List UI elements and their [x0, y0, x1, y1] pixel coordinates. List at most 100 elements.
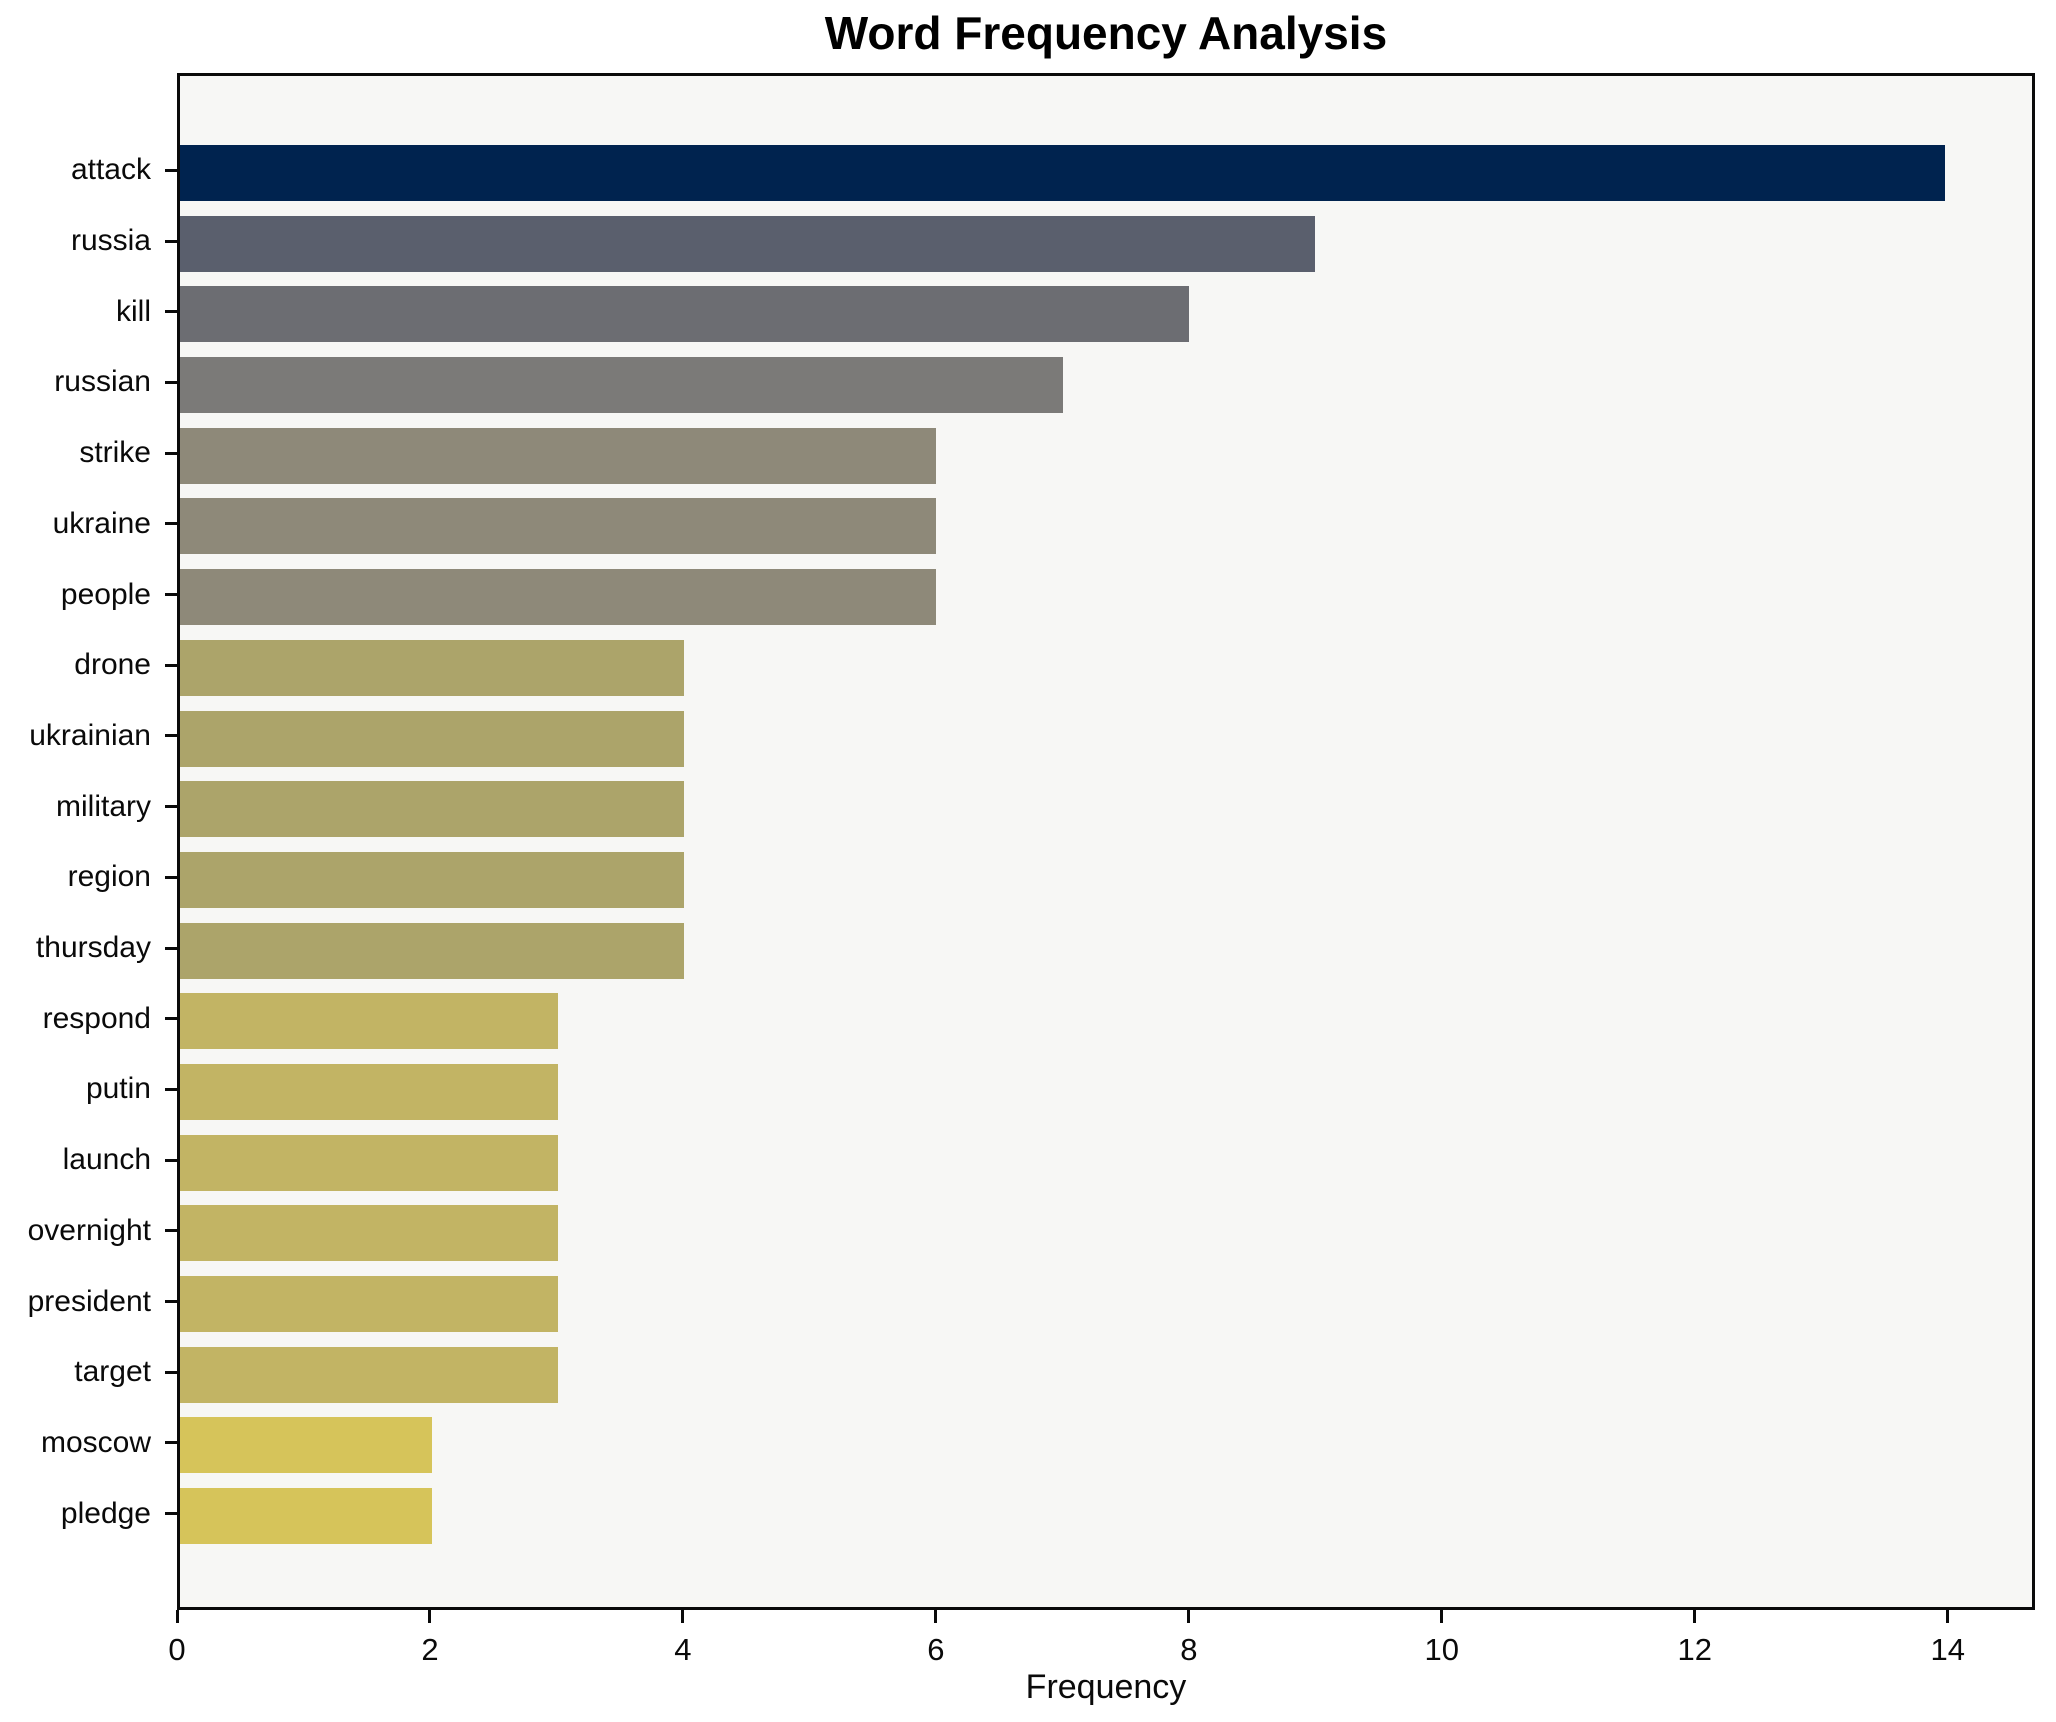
y-tick-label: strike: [79, 436, 151, 470]
y-tick-label: drone: [74, 648, 151, 682]
x-tick-mark: [1187, 1610, 1191, 1623]
x-tick-label: 10: [1424, 1632, 1460, 1667]
y-tick-label: pledge: [60, 1496, 151, 1530]
y-tick-mark: [165, 380, 177, 384]
y-tick-mark: [165, 946, 177, 950]
y-tick-label: launch: [62, 1143, 151, 1177]
x-tick-mark: [1946, 1610, 1950, 1623]
bar-row: [180, 633, 2032, 704]
x-tick-mark: [934, 1610, 938, 1623]
y-tick-label: attack: [70, 153, 151, 187]
y-tick-label: ukrainian: [29, 718, 151, 752]
y-tick-mark: [165, 805, 177, 809]
bar-respond: [180, 993, 559, 1050]
bar-row: [180, 421, 2032, 492]
bar-row: [180, 916, 2032, 987]
y-tick-mark: [165, 1441, 177, 1445]
x-tick-label: 14: [1930, 1632, 1965, 1667]
bar-president: [180, 1276, 559, 1332]
bar-row: [180, 209, 2032, 280]
y-tick-label: kill: [116, 294, 151, 328]
bar-moscow: [180, 1417, 433, 1474]
y-tick-mark: [165, 239, 177, 243]
bar-military: [180, 781, 685, 838]
bar-strike: [180, 427, 937, 484]
y-tick-label: ukraine: [52, 506, 151, 540]
bar-row: [180, 845, 2032, 916]
bar-region: [180, 851, 685, 908]
x-tick-label: 12: [1677, 1632, 1713, 1667]
y-tick-mark: [165, 1017, 177, 1021]
x-tick-mark: [1693, 1610, 1697, 1623]
x-tick-label: 6: [927, 1632, 945, 1667]
bar-russia: [180, 215, 1315, 272]
bar-row: [180, 138, 2032, 209]
x-tick-label: 8: [1180, 1632, 1198, 1667]
bar-russian: [180, 357, 1063, 414]
bar-row: [180, 279, 2032, 350]
bar-launch: [180, 1134, 559, 1191]
y-tick-mark: [165, 1512, 177, 1516]
bar-row: [180, 562, 2032, 633]
bar-row: [180, 1269, 2032, 1340]
bar-row: [180, 986, 2032, 1057]
y-tick-label: military: [56, 789, 151, 823]
x-axis: 0 2 4 6 8 10 12 14: [168, 1610, 2035, 1680]
y-tick-label: region: [67, 860, 151, 894]
plot-area: [177, 73, 2035, 1610]
y-tick-mark: [165, 734, 177, 738]
x-tick-mark: [1440, 1610, 1444, 1623]
bar-row: [180, 1481, 2032, 1552]
bar-thursday: [180, 922, 685, 979]
y-tick-mark: [165, 663, 177, 667]
bar-ukraine: [180, 498, 937, 555]
bar-overnight: [180, 1205, 559, 1262]
y-tick-label: people: [60, 577, 151, 611]
bar-drone: [180, 639, 685, 696]
y-tick-mark: [165, 875, 177, 879]
bar-rows: [180, 138, 2032, 1552]
y-tick-label: respond: [42, 1001, 151, 1035]
y-tick-label: thursday: [35, 931, 151, 965]
y-tick-mark: [165, 593, 177, 597]
y-tick-label: target: [74, 1355, 151, 1389]
bar-row: [180, 1198, 2032, 1269]
bar-ukrainian: [180, 710, 685, 767]
y-tick-mark: [165, 1300, 177, 1304]
y-tick-mark: [165, 310, 177, 314]
bar-target: [180, 1346, 559, 1403]
bar-row: [180, 704, 2032, 775]
y-tick-mark: [165, 1087, 177, 1091]
bar-attack: [180, 145, 1945, 201]
y-tick-label: putin: [85, 1072, 151, 1106]
y-tick-mark: [165, 1370, 177, 1374]
x-tick-mark: [681, 1610, 685, 1623]
x-axis-title: Frequency: [1025, 1668, 1187, 1706]
y-tick-label: moscow: [40, 1425, 151, 1459]
y-tick-label: overnight: [27, 1213, 151, 1247]
bar-pledge: [180, 1488, 433, 1545]
bar-row: [180, 1340, 2032, 1411]
x-tick-label: 0: [168, 1632, 186, 1667]
y-tick-mark: [165, 1158, 177, 1162]
bar-row: [180, 1128, 2032, 1199]
bar-row: [180, 1057, 2032, 1128]
y-tick-label: russian: [54, 365, 151, 399]
y-tick-label: russia: [70, 224, 151, 258]
x-tick-label: 4: [674, 1632, 692, 1667]
x-tick-mark: [175, 1610, 179, 1623]
bar-row: [180, 350, 2032, 421]
chart-title: Word Frequency Analysis: [824, 7, 1388, 59]
y-tick-mark: [165, 522, 177, 526]
x-tick-label: 2: [421, 1632, 439, 1667]
y-tick-label: president: [27, 1284, 151, 1318]
y-axis-labels: attack russia kill russian strike ukraine peop…: [0, 73, 177, 1610]
y-tick-mark: [165, 1229, 177, 1233]
bar-kill: [180, 286, 1189, 343]
y-tick-mark: [165, 168, 177, 172]
y-tick-mark: [165, 451, 177, 455]
bar-row: [180, 491, 2032, 562]
bar-row: [180, 774, 2032, 845]
x-tick-mark: [428, 1610, 432, 1623]
